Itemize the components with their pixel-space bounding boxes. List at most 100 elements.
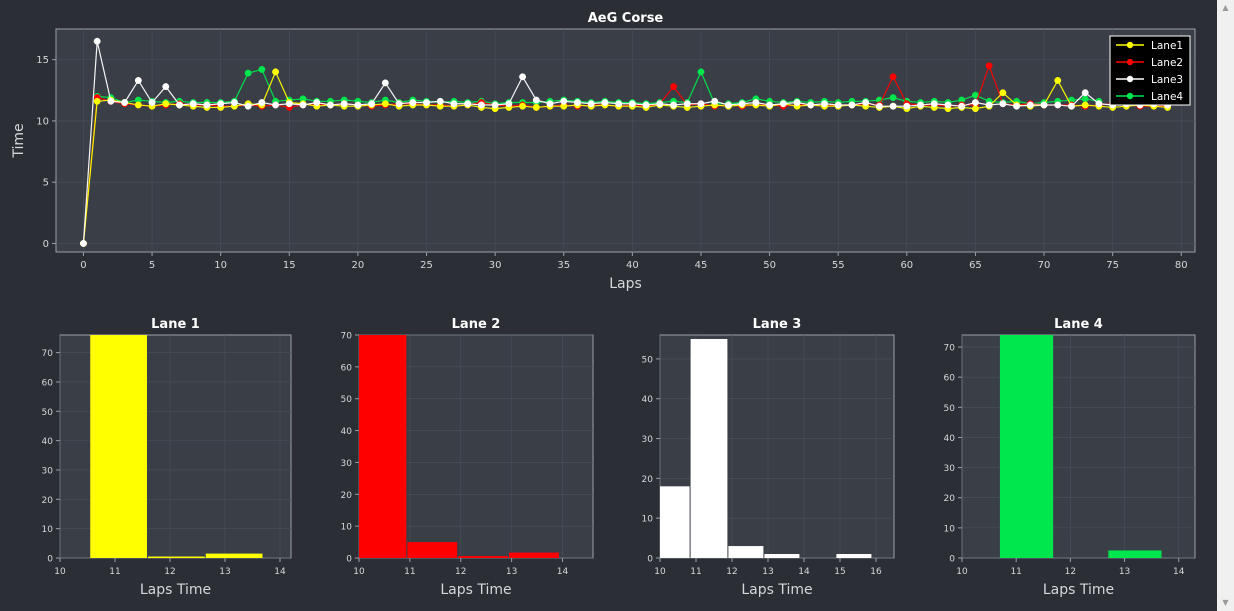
data-point-lane4 (244, 69, 252, 77)
data-point-lane3 (230, 99, 238, 106)
scroll-down-arrow-icon[interactable]: ▼ (1222, 598, 1229, 607)
chart-title: Lane 2 (452, 317, 501, 332)
y-tick-label: 40 (944, 434, 956, 444)
y-tick-label: 20 (642, 475, 654, 485)
data-point-lane3 (903, 102, 911, 110)
data-point-lane3 (875, 102, 883, 110)
data-point-lane3 (436, 97, 444, 105)
data-point-lane3 (1081, 89, 1089, 97)
x-tick-label: 80 (1175, 260, 1188, 271)
x-tick-label: 25 (420, 260, 433, 271)
histogram-bar (359, 335, 407, 558)
histogram-bar (1108, 550, 1162, 558)
data-point-lane2 (670, 83, 677, 91)
data-point-lane4 (1081, 95, 1089, 103)
chart-title: Lane 4 (1054, 317, 1103, 332)
data-point-lane3 (683, 100, 691, 108)
y-tick-label: 70 (42, 349, 54, 359)
legend-label-lane3: Lane3 (1151, 74, 1183, 86)
data-point-lane1 (999, 89, 1007, 97)
legend-marker-lane4 (1126, 92, 1134, 100)
data-point-lane3 (354, 101, 362, 109)
data-point-lane3 (491, 101, 499, 109)
histogram-bar (509, 552, 559, 558)
y-tick-label: 60 (341, 363, 353, 373)
data-point-lane3 (834, 101, 842, 109)
data-point-lane3 (79, 239, 87, 247)
x-tick-label: 15 (834, 567, 845, 577)
chart-title: Lane 3 (753, 317, 802, 332)
data-point-lane3 (519, 73, 527, 81)
plot-area (961, 334, 1196, 559)
x-tick-label: 12 (455, 567, 466, 577)
x-tick-label: 60 (900, 260, 913, 271)
data-point-lane2 (985, 62, 993, 70)
x-axis-label: Laps (609, 276, 642, 292)
vertical-scrollbar[interactable]: ▲ ▼ (1217, 0, 1234, 611)
chart-title: Lane 1 (151, 317, 200, 332)
x-tick-label: 11 (109, 567, 120, 577)
data-point-lane3 (985, 101, 993, 109)
histogram-bar (458, 556, 509, 558)
data-point-lane3 (944, 101, 952, 109)
data-point-lane3 (752, 99, 760, 106)
y-tick-label: 20 (42, 496, 54, 506)
y-tick-label: 10 (42, 525, 54, 535)
histogram-bar (90, 335, 147, 558)
data-point-lane3 (258, 99, 266, 106)
legend-marker-lane3 (1126, 75, 1134, 83)
data-point-lane1 (1081, 101, 1089, 109)
y-tick-label: 70 (341, 332, 353, 342)
x-tick-label: 5 (149, 260, 155, 271)
data-point-lane3 (272, 101, 280, 109)
y-tick-label: 0 (346, 555, 352, 565)
x-tick-label: 16 (870, 567, 882, 577)
y-tick-label: 20 (944, 494, 956, 504)
y-tick-label: 50 (944, 404, 956, 414)
data-point-lane3 (656, 100, 664, 108)
y-tick-label: 70 (944, 344, 956, 354)
data-point-lane3 (766, 101, 774, 109)
x-tick-label: 10 (54, 567, 66, 577)
data-point-lane3 (958, 102, 966, 110)
data-point-lane3 (162, 83, 170, 91)
histogram-bar (407, 542, 458, 558)
y-tick-label: 30 (642, 435, 654, 445)
x-tick-label: 11 (690, 567, 701, 577)
data-point-lane4 (889, 94, 897, 102)
x-tick-label: 14 (557, 567, 569, 577)
data-point-lane3 (724, 101, 732, 109)
histogram-bar (836, 554, 872, 558)
x-tick-label: 14 (1173, 567, 1185, 577)
histogram-bar (660, 486, 690, 558)
line-chart: 0 5 10 15 20 25 30 35 40 45 50 55 60 65 70 75 80 0 5 10 15 Ae… (11, 11, 1196, 292)
data-point-lane3 (368, 100, 376, 108)
x-tick-label: 40 (626, 260, 639, 271)
x-tick-label: 15 (283, 260, 296, 271)
histogram-bar (205, 553, 263, 558)
data-point-lane1 (93, 97, 101, 105)
data-point-lane3 (999, 100, 1007, 108)
x-tick-label: 12 (164, 567, 175, 577)
data-point-lane3 (107, 97, 115, 105)
x-tick-label: 20 (352, 260, 365, 271)
scroll-up-arrow-icon[interactable]: ▲ (1222, 3, 1229, 12)
data-point-lane1 (134, 101, 142, 109)
y-tick-label: 0 (47, 555, 53, 565)
data-point-lane3 (505, 100, 513, 108)
y-tick-label: 10 (944, 524, 956, 534)
y-axis-label: Time (11, 123, 27, 158)
data-point-lane3 (587, 100, 595, 108)
data-point-lane1 (532, 103, 540, 111)
data-point-lane1 (519, 102, 527, 110)
data-point-lane2 (889, 73, 897, 81)
data-point-lane3 (176, 101, 183, 109)
data-point-lane3 (532, 96, 540, 104)
data-point-lane1 (272, 68, 280, 76)
histogram-bar (728, 546, 764, 558)
data-point-lane3 (642, 101, 650, 109)
data-point-lane3 (189, 100, 197, 108)
data-point-lane3 (217, 100, 225, 108)
data-point-lane3 (711, 97, 719, 105)
data-point-lane3 (560, 97, 568, 105)
